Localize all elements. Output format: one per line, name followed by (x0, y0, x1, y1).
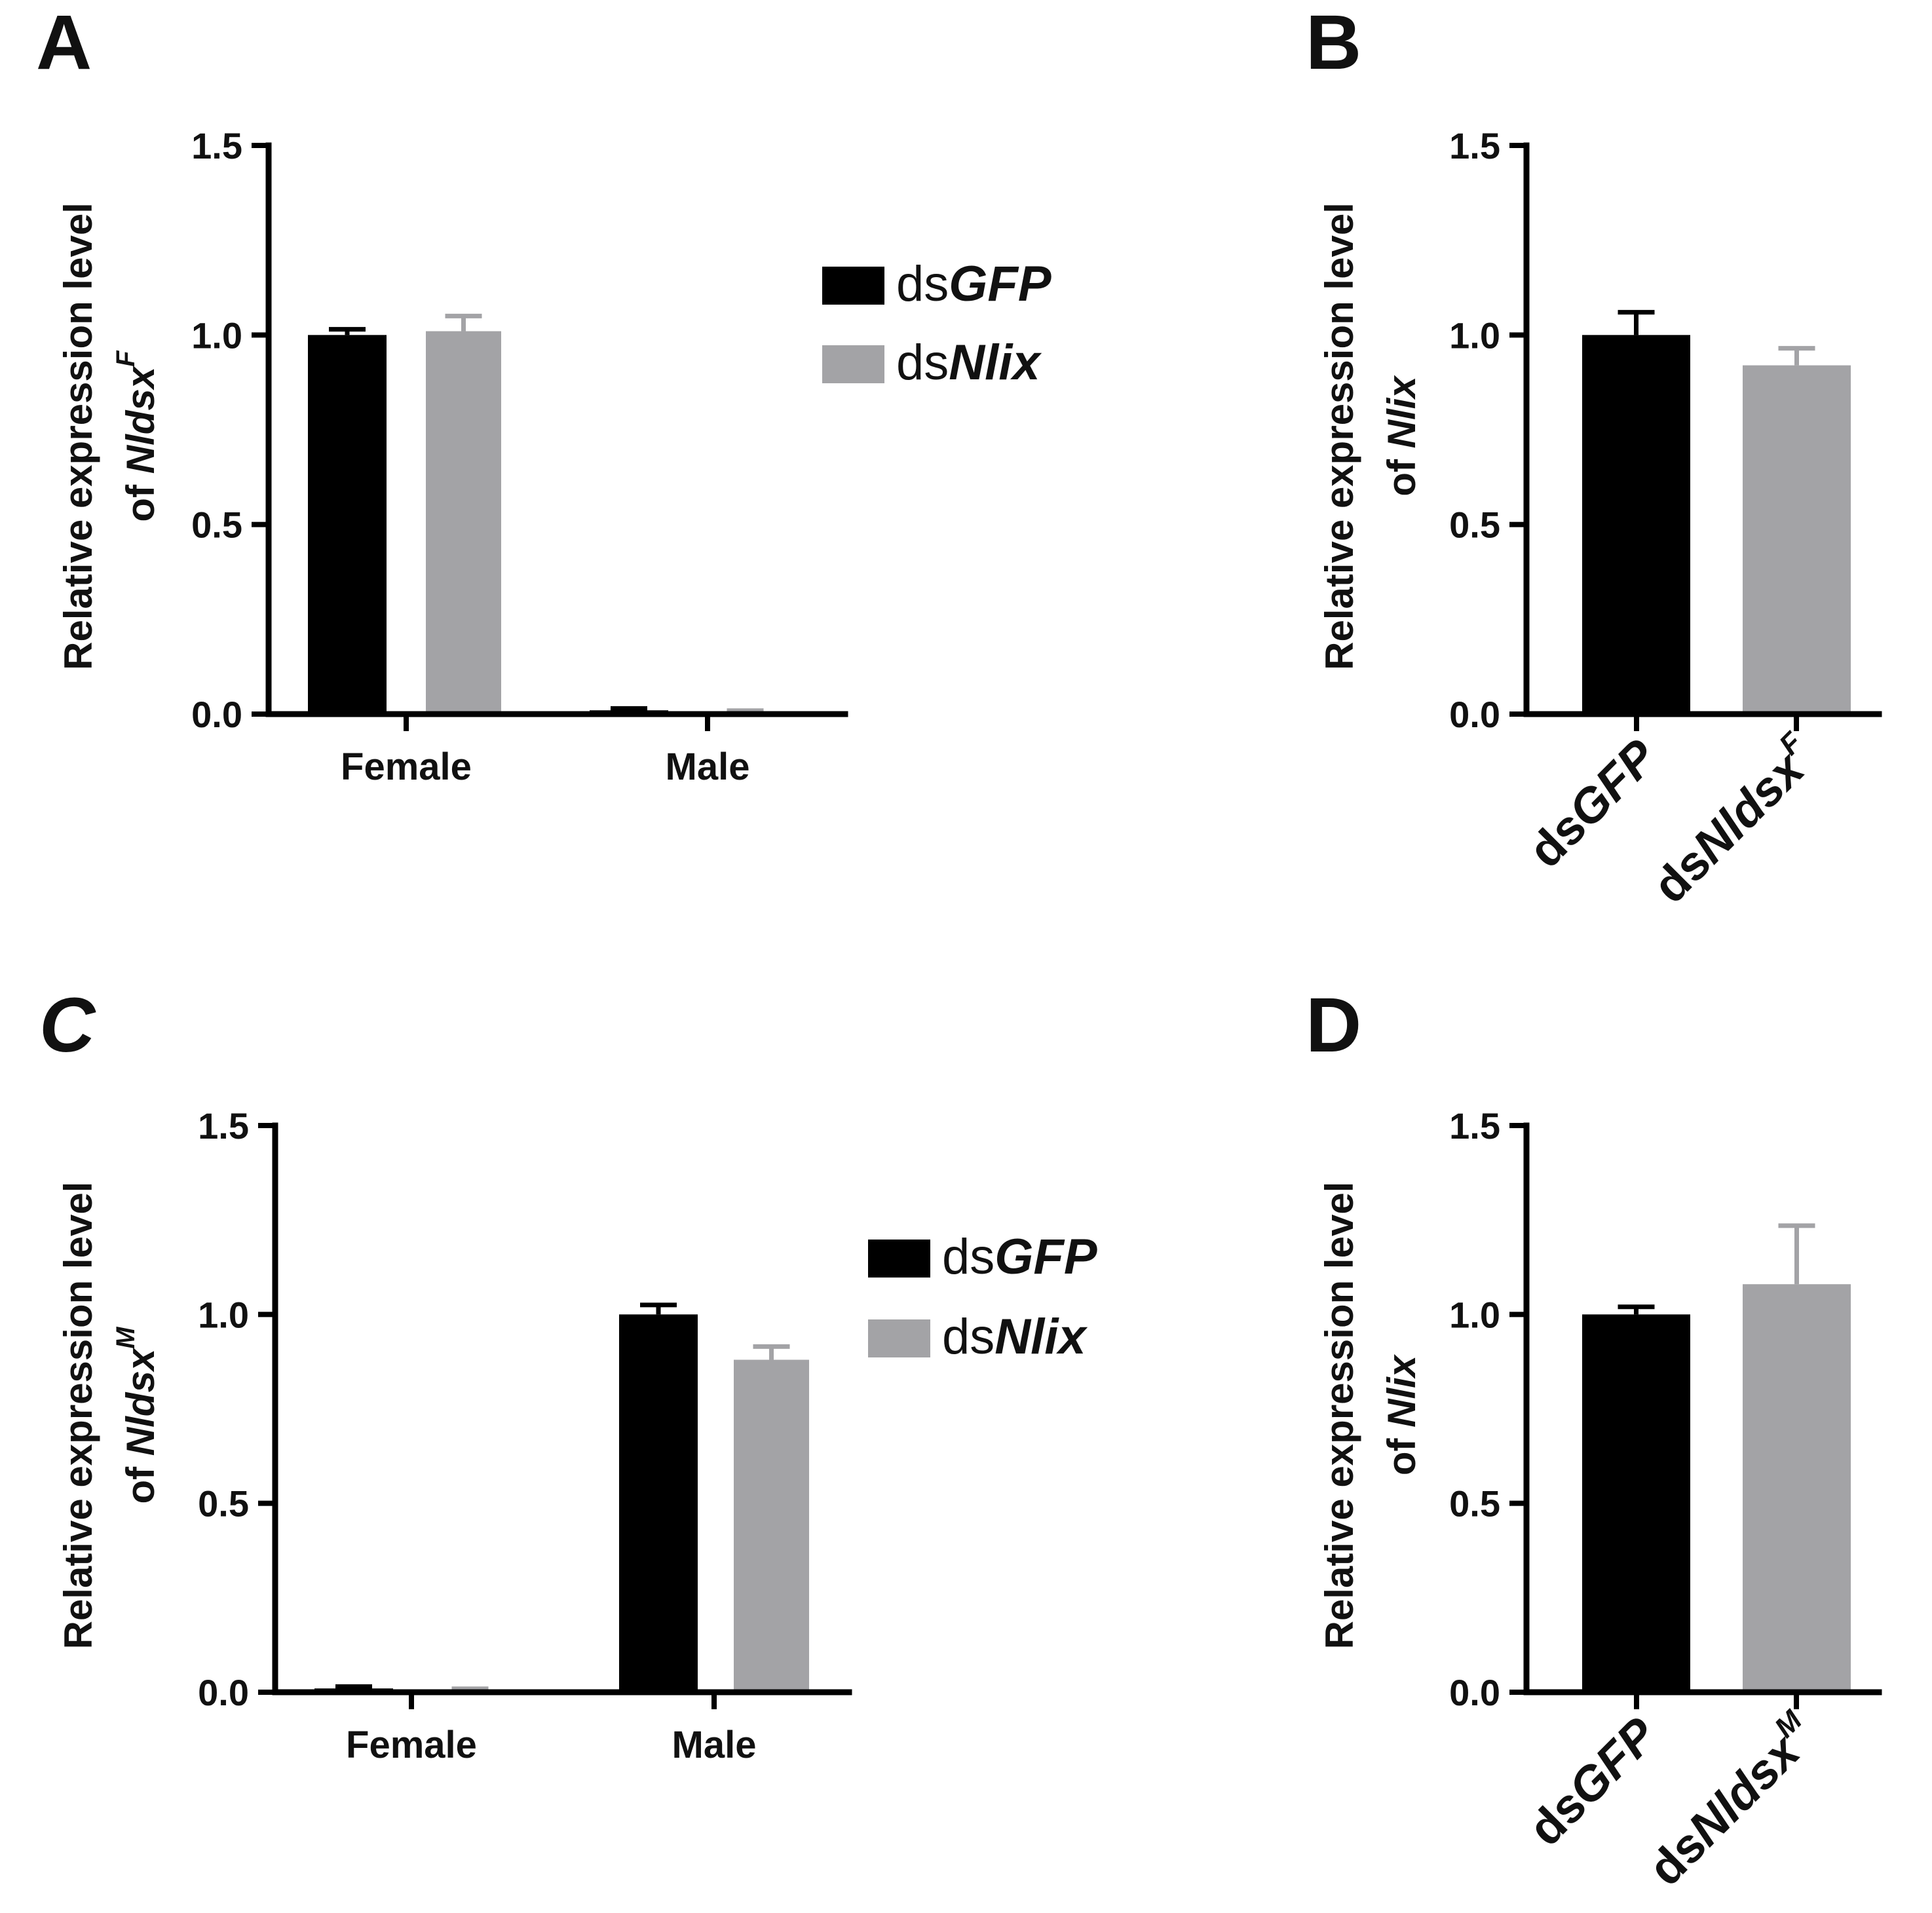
y-axis-label-line2: of Nlix (1380, 1354, 1424, 1475)
x-category-label: dsGFP (1518, 1707, 1667, 1856)
y-tick-label: 0.0 (191, 694, 242, 735)
y-tick-label: 1.0 (191, 314, 242, 356)
panel-letter: D (1306, 982, 1361, 1069)
y-tick-label: 1.5 (191, 125, 242, 166)
panel-letter: B (1306, 0, 1361, 86)
bar-group-1 (1743, 1284, 1851, 1692)
y-axis-label-line2: of NldsxM (111, 1326, 162, 1504)
y-axis-label-line1: Relative expression level (1317, 1182, 1361, 1650)
y-tick-label: 1.5 (1449, 125, 1500, 166)
y-axis-label-line1: Relative expression level (1317, 202, 1361, 670)
bar-dsnlix-0 (426, 331, 501, 715)
legend-swatch-1 (868, 1319, 930, 1357)
y-tick-label: 0.0 (1449, 694, 1500, 735)
legend-label-0: dsGFP (942, 1229, 1097, 1285)
legend-label-1: dsNlix (942, 1309, 1088, 1365)
x-category-label: dsGFP (1518, 729, 1667, 878)
y-tick-label: 1.0 (198, 1294, 249, 1335)
bar-dsgfp-0 (308, 335, 387, 714)
y-tick-label: 1.0 (1449, 314, 1500, 356)
panel-letter: A (36, 0, 92, 86)
panel-letter: C (39, 982, 96, 1069)
legend-swatch-1 (822, 345, 884, 383)
bar-dsnlix-1 (734, 1359, 809, 1692)
x-category-label: dsNldsxM (1635, 1703, 1827, 1895)
bar-group-1 (1743, 365, 1851, 714)
y-tick-label: 0.5 (198, 1483, 249, 1525)
x-category-label: Male (672, 1724, 757, 1766)
y-axis-label-line1: Relative expression level (56, 1182, 100, 1650)
x-category-label: Male (666, 746, 750, 788)
y-tick-label: 1.5 (198, 1105, 249, 1146)
legend-label-0: dsGFP (896, 256, 1051, 312)
x-category-label: Female (346, 1724, 477, 1766)
bar-group-0 (1582, 1314, 1690, 1692)
y-tick-label: 0.0 (198, 1672, 249, 1713)
x-category-label: dsNldsxF (1640, 726, 1827, 913)
legend-swatch-0 (822, 267, 884, 305)
y-axis-label-line2: of Nlix (1380, 375, 1424, 497)
y-tick-label: 1.0 (1449, 1294, 1500, 1335)
y-axis-label-line2: of NldsxF (111, 350, 162, 522)
bar-dsgfp-1 (619, 1314, 698, 1692)
y-axis-label-line1: Relative expression level (56, 202, 100, 670)
legend-swatch-0 (868, 1240, 930, 1278)
y-tick-label: 0.0 (1449, 1672, 1500, 1713)
bar-group-0 (1582, 335, 1690, 714)
panel-c: C 0.0 0.5 1.0 1.5 Female Male Relative expressi… (39, 982, 1097, 1766)
x-category-label: Female (341, 746, 472, 788)
y-tick-label: 0.5 (1449, 1483, 1500, 1525)
y-tick-label: 0.5 (191, 504, 242, 546)
y-tick-label: 1.5 (1449, 1105, 1500, 1146)
legend-label-1: dsNlix (896, 335, 1042, 390)
panel-a: A 0.0 0.5 1.0 1.5 Female Male Relative expressi… (36, 0, 1051, 788)
y-tick-label: 0.5 (1449, 504, 1500, 546)
